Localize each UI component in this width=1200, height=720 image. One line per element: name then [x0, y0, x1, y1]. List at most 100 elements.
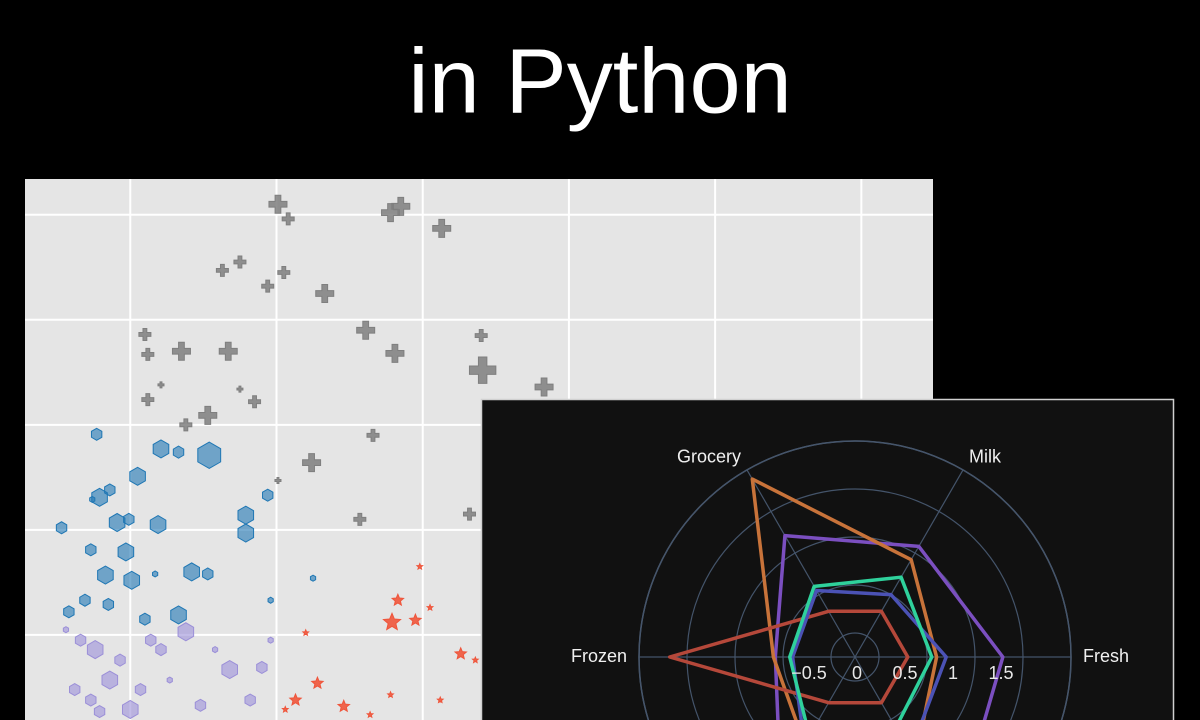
marker	[63, 605, 75, 619]
marker	[93, 705, 106, 719]
marker	[365, 710, 375, 719]
marker	[202, 567, 214, 581]
marker	[198, 405, 218, 425]
marker	[85, 693, 97, 707]
marker	[157, 381, 165, 389]
marker	[386, 690, 395, 699]
marker	[129, 466, 146, 486]
marker	[197, 441, 222, 470]
marker	[101, 670, 119, 690]
marker	[179, 418, 193, 432]
marker	[155, 643, 167, 657]
radial-tick-label: −0.5	[791, 663, 827, 683]
angular-spoke	[817, 656, 856, 720]
marker	[237, 523, 255, 543]
polar-panel	[480, 398, 1175, 720]
marker	[408, 612, 423, 627]
marker	[267, 636, 274, 644]
marker	[183, 562, 200, 582]
marker	[117, 542, 135, 562]
marker	[170, 605, 187, 625]
marker	[309, 574, 317, 582]
angular-label: Grocery	[677, 447, 741, 467]
marker	[123, 512, 135, 526]
marker	[89, 495, 96, 503]
angular-spoke	[854, 656, 893, 720]
angular-spoke	[854, 469, 964, 658]
marker	[353, 512, 367, 526]
marker	[69, 682, 81, 697]
marker	[432, 218, 452, 238]
marker	[468, 356, 497, 384]
marker	[145, 633, 157, 647]
marker	[262, 488, 274, 502]
marker	[471, 655, 480, 664]
marker	[172, 445, 185, 459]
marker	[166, 676, 173, 684]
marker	[104, 483, 116, 497]
marker	[268, 194, 288, 214]
marker	[97, 565, 114, 585]
page-title: in Python	[408, 30, 792, 132]
marker	[462, 507, 476, 521]
marker	[102, 597, 115, 612]
marker	[436, 695, 445, 704]
marker	[215, 263, 229, 277]
marker	[315, 284, 335, 304]
marker	[236, 385, 244, 393]
marker	[123, 570, 141, 590]
marker	[366, 428, 380, 442]
marker	[149, 515, 167, 535]
radar-line	[773, 533, 1005, 720]
marker	[79, 593, 91, 607]
angular-label: Milk	[969, 447, 1002, 467]
marker	[261, 279, 275, 293]
marker	[114, 653, 126, 667]
marker	[177, 622, 195, 642]
angular-label: Frozen	[571, 646, 627, 666]
angular-spoke	[746, 469, 856, 658]
marker	[453, 646, 468, 660]
marker	[474, 329, 488, 343]
marker	[244, 693, 256, 707]
marker	[152, 439, 170, 459]
marker	[86, 640, 104, 660]
marker	[62, 626, 70, 634]
marker	[237, 505, 255, 525]
marker	[301, 628, 310, 637]
marker	[415, 562, 424, 571]
radial-tick-label: 1.5	[988, 663, 1013, 683]
marker	[425, 603, 435, 612]
radial-tick-label: 0.5	[892, 663, 917, 683]
marker	[211, 646, 219, 654]
marker	[281, 705, 290, 713]
marker	[534, 377, 554, 397]
marker	[221, 659, 238, 680]
marker	[274, 476, 282, 484]
marker	[138, 327, 152, 341]
marker	[302, 453, 322, 473]
marker	[390, 592, 405, 607]
marker	[248, 395, 262, 409]
marker	[356, 320, 376, 340]
marker	[336, 699, 351, 713]
marker	[108, 512, 126, 533]
marker	[152, 570, 159, 578]
radar-line	[790, 588, 948, 720]
marker	[90, 427, 103, 441]
marker	[141, 393, 155, 407]
marker	[139, 612, 151, 626]
marker	[310, 675, 325, 690]
marker	[391, 196, 411, 216]
marker	[55, 521, 68, 535]
radar-line	[750, 477, 939, 720]
marker	[277, 265, 291, 279]
radial-tick-label: 0	[852, 663, 862, 683]
marker	[194, 698, 207, 712]
marker	[74, 633, 87, 647]
radar-line	[787, 575, 934, 720]
marker	[171, 341, 191, 361]
marker	[288, 692, 303, 706]
